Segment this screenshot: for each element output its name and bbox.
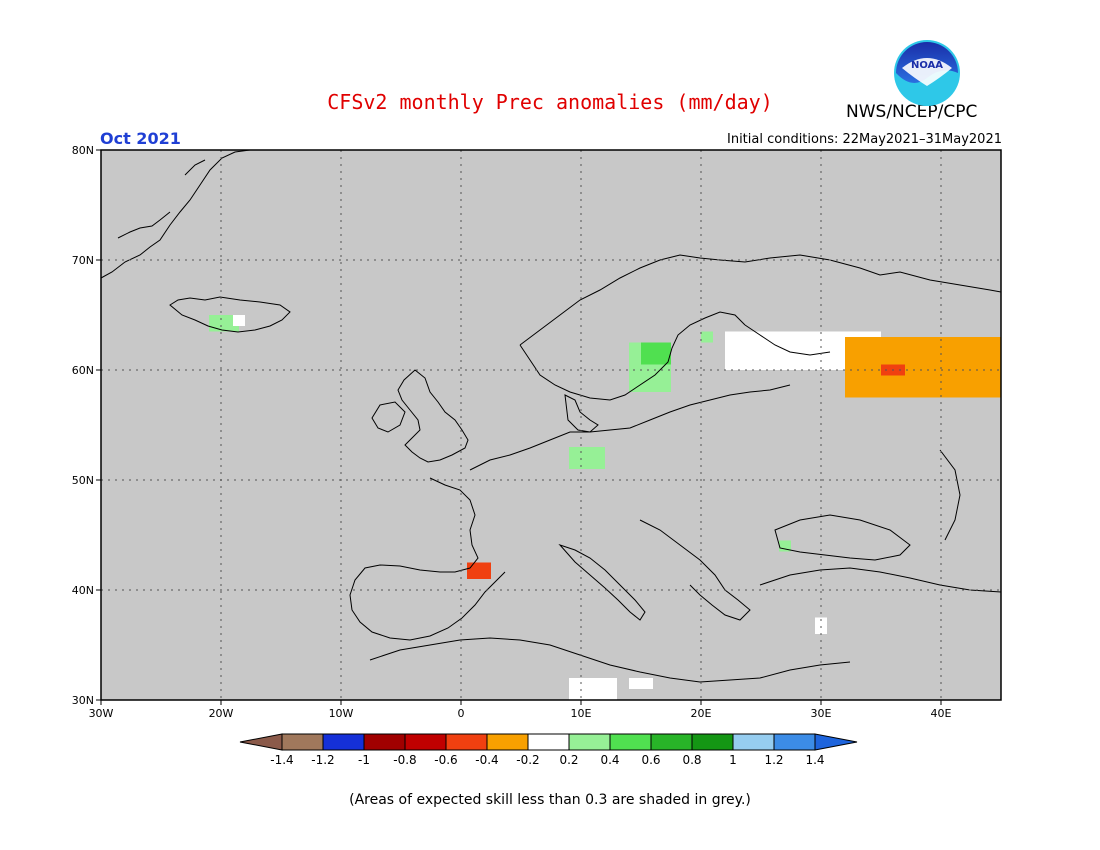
forecast-month: Oct 2021 (100, 129, 181, 148)
colorbar-label: -0.6 (434, 753, 457, 767)
lat-tick-label: 40N (72, 584, 94, 597)
lon-tick-label: 30E (811, 707, 832, 720)
colorbar-box (650, 733, 693, 751)
chart-title: CFSv2 monthly Prec anomalies (mm/day) (327, 90, 773, 114)
colorbar-right-arrow (814, 733, 858, 751)
colorbar-label: 0.2 (559, 753, 578, 767)
lon-tick-label: 10E (571, 707, 592, 720)
colorbar-box (609, 733, 652, 751)
logo-text: NOAA (911, 60, 943, 71)
colorbar-label: -1.4 (270, 753, 293, 767)
map-background (101, 150, 1001, 700)
colorbar-box (404, 733, 447, 751)
colorbar-box (732, 733, 775, 751)
lat-tick-label: 80N (72, 144, 94, 157)
colorbar-box (363, 733, 406, 751)
anomaly-sweden-green-dark (641, 342, 671, 365)
lon-tick-label: 40E (931, 707, 952, 720)
lat-tick-label: 30N (72, 694, 94, 707)
lon-tick-label: 20E (691, 707, 712, 720)
coastlines (100, 149, 1002, 683)
anomaly-crete-white (815, 617, 827, 634)
colorbar: -1.4 -1.2 -1 -0.8 -0.6 -0.4 -0.2 0.2 0.4 0.6 0.8 1 1… (239, 733, 858, 767)
anomaly-russia-orange (845, 337, 1001, 398)
colorbar-box (773, 733, 816, 751)
agency-label: NWS/NCEP/CPC (846, 102, 978, 122)
lon-tick-label: 0 (458, 707, 465, 720)
anomaly-iceland-green (209, 315, 239, 332)
map-frame (100, 149, 1002, 701)
lat-tick-label: 70N (72, 254, 94, 267)
colorbar-boxes (239, 733, 858, 751)
lon-tick-label: 30W (89, 707, 114, 720)
lat-tick-label: 50N (72, 474, 94, 487)
colorbar-box (568, 733, 611, 751)
noaa-logo-icon: NOAA (894, 40, 960, 106)
colorbar-label: -1 (358, 753, 370, 767)
colorbar-box (486, 733, 529, 751)
anomaly-libya-white (569, 678, 617, 700)
anomaly-libya-white-2 (629, 678, 653, 689)
colorbar-label: 1 (729, 753, 737, 767)
lat-tick-label: 60N (72, 364, 94, 377)
colorbar-label: 1.4 (805, 753, 824, 767)
colorbar-label: -1.2 (311, 753, 334, 767)
anomaly-layer (209, 315, 1001, 700)
anomaly-finland-green (701, 331, 713, 343)
colorbar-label: 1.2 (764, 753, 783, 767)
colorbar-box (322, 733, 365, 751)
lon-tick-label: 10W (329, 707, 354, 720)
lon-tick-label: 20W (209, 707, 234, 720)
anomaly-germany-green (569, 447, 605, 469)
anomaly-spain-red (467, 562, 491, 579)
anomaly-romania-green (779, 540, 791, 552)
colorbar-box (691, 733, 734, 751)
colorbar-labels: -1.4 -1.2 -1 -0.8 -0.6 -0.4 -0.2 0.2 0.4 0.6 0.8 1 1… (270, 753, 824, 767)
colorbar-box (527, 733, 570, 751)
colorbar-label: -0.4 (475, 753, 498, 767)
initial-conditions: Initial conditions: 22May2021–31May2021 (727, 132, 1002, 147)
colorbar-label: -0.8 (393, 753, 416, 767)
colorbar-label: 0.6 (641, 753, 660, 767)
colorbar-box (445, 733, 488, 751)
anomaly-iceland-white (233, 315, 245, 326)
colorbar-left-arrow (239, 733, 283, 751)
colorbar-label: 0.8 (682, 753, 701, 767)
footnote: (Areas of expected skill less than 0.3 a… (349, 792, 751, 808)
colorbar-box (281, 733, 324, 751)
colorbar-label: 0.4 (600, 753, 619, 767)
gridlines (96, 149, 1001, 705)
colorbar-label: -0.2 (516, 753, 539, 767)
